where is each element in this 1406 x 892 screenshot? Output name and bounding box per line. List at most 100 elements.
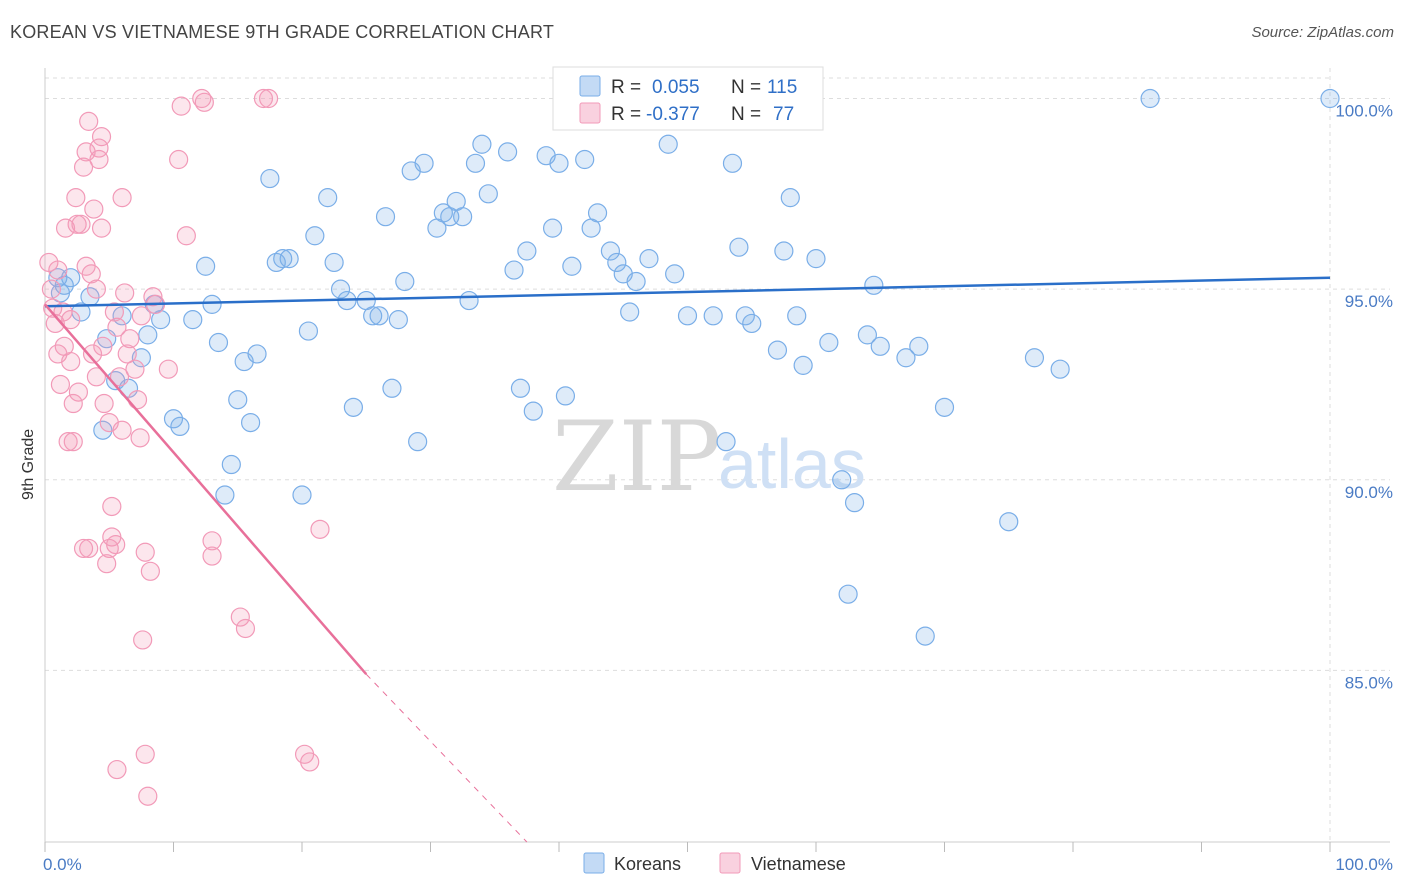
vietnamese-point-7 (53, 302, 73, 322)
vietnamese-point-28 (86, 279, 107, 299)
korean-point-94 (819, 332, 839, 353)
vietnamese-point-71 (235, 618, 256, 639)
vietnamese-point-63 (169, 149, 189, 170)
korean-point-97 (844, 493, 865, 513)
vietnamese-point-33 (91, 127, 112, 147)
vietnamese-point-64 (171, 96, 191, 116)
vietnamese-point-44 (107, 759, 127, 780)
vietnamese-point-42 (106, 535, 126, 555)
korean-point-55 (465, 153, 486, 173)
korean-point-53 (453, 207, 473, 227)
korean-point-36 (330, 279, 351, 299)
korean-point-38 (343, 397, 363, 417)
vietnamese-point-15 (66, 188, 86, 208)
bottom-legend: Koreans Vietnamese (583, 852, 846, 874)
vietnamese-r-value: -0.377 (646, 104, 700, 125)
korean-point-105 (999, 512, 1019, 532)
korean-point-23 (228, 390, 248, 410)
korean-point-86 (742, 313, 762, 334)
korean-trend-line (44, 276, 1331, 308)
korean-point-71 (600, 241, 621, 261)
korean-point-34 (318, 188, 338, 208)
korean-point-48 (414, 153, 434, 173)
korean-point-79 (665, 264, 685, 284)
korean-point-95 (832, 470, 852, 490)
vietnamese-point-18 (71, 214, 91, 234)
korean-point-84 (729, 237, 749, 257)
korean-point-16 (170, 416, 190, 437)
korean-point-11 (131, 348, 151, 368)
korean-point-27 (260, 168, 280, 189)
korean-point-12 (138, 325, 158, 345)
vietnamese-point-29 (86, 367, 107, 387)
vietnamese-point-67 (194, 92, 214, 112)
korean-r-value: 0.055 (652, 77, 700, 98)
korean-point-85 (735, 306, 755, 326)
source-credit: Source: ZipAtlas.com (1251, 24, 1394, 41)
watermark-atlas-text: atlas (718, 425, 866, 503)
korean-point-78 (658, 134, 678, 154)
korean-point-98 (857, 325, 878, 345)
vietnamese-point-48 (115, 283, 135, 303)
korean-point-109 (1320, 88, 1340, 109)
vietnamese-point-25 (81, 264, 101, 284)
korean-point-14 (151, 310, 171, 330)
vietnamese-trend-extension (365, 673, 528, 843)
korean-point-25 (241, 412, 261, 433)
vietnamese-point-39 (102, 496, 122, 517)
korean-point-44 (388, 310, 408, 330)
vietnamese-point-32 (91, 218, 112, 238)
vietnamese-point-31 (89, 149, 109, 170)
vietnamese-point-19 (73, 538, 94, 559)
korean-point-17 (183, 310, 203, 330)
vietnamese-point-35 (94, 393, 114, 414)
vietnamese-point-65 (176, 226, 196, 246)
watermark-zip-text: ZIP (552, 401, 721, 513)
vietnamese-point-9 (55, 218, 76, 238)
korean-point-61 (517, 241, 537, 261)
vietnamese-point-51 (125, 359, 145, 379)
vietnamese-point-45 (109, 367, 130, 387)
vietnamese-point-41 (104, 302, 124, 322)
korean-n-value: 115 (767, 77, 797, 98)
tick-labels: 100.0% 95.0% 90.0% 85.0% 0.0% 100.0% (43, 102, 1393, 874)
korean-point-21 (215, 485, 235, 505)
korean-point-96 (838, 584, 858, 604)
korean-point-32 (298, 321, 319, 341)
vietnamese-point-24 (79, 538, 99, 559)
vietnamese-point-69 (202, 546, 222, 566)
vietnamese-point-57 (135, 542, 155, 562)
korean-point-56 (472, 134, 492, 154)
korean-point-70 (587, 203, 608, 223)
vietnamese-point-52 (127, 390, 148, 410)
korean-point-58 (498, 142, 518, 162)
vietnamese-point-26 (82, 344, 103, 364)
vietnamese-point-73 (258, 88, 279, 109)
korean-point-62 (523, 401, 543, 421)
korean-point-81 (703, 306, 723, 326)
korean-r-label: R = (611, 77, 641, 98)
y-tick-label-3: 85.0% (1345, 673, 1393, 692)
bottom-legend-vietnamese-swatch (719, 852, 741, 874)
stats-legend-box (552, 66, 824, 131)
y-tick-label-1: 95.0% (1345, 292, 1393, 311)
korean-point-6 (93, 420, 113, 440)
korean-point-19 (202, 294, 222, 314)
korean-point-80 (677, 306, 698, 326)
korean-point-22 (221, 454, 241, 475)
korean-point-74 (620, 302, 640, 322)
korean-point-30 (279, 249, 299, 269)
korean-point-103 (915, 626, 935, 646)
korean-point-90 (780, 188, 800, 208)
stats-legend: R = 0.055 N = 115 R = -0.377 N = 77 (552, 66, 824, 131)
watermark: ZIP atlas (552, 401, 866, 513)
trend-lines (44, 276, 1331, 843)
vietnamese-point-58 (138, 786, 158, 806)
korean-point-59 (504, 260, 524, 280)
korean-points (48, 88, 1340, 646)
korean-swatch (579, 75, 601, 97)
korean-point-64 (542, 218, 563, 238)
korean-point-82 (716, 432, 736, 452)
korean-point-72 (607, 252, 627, 273)
